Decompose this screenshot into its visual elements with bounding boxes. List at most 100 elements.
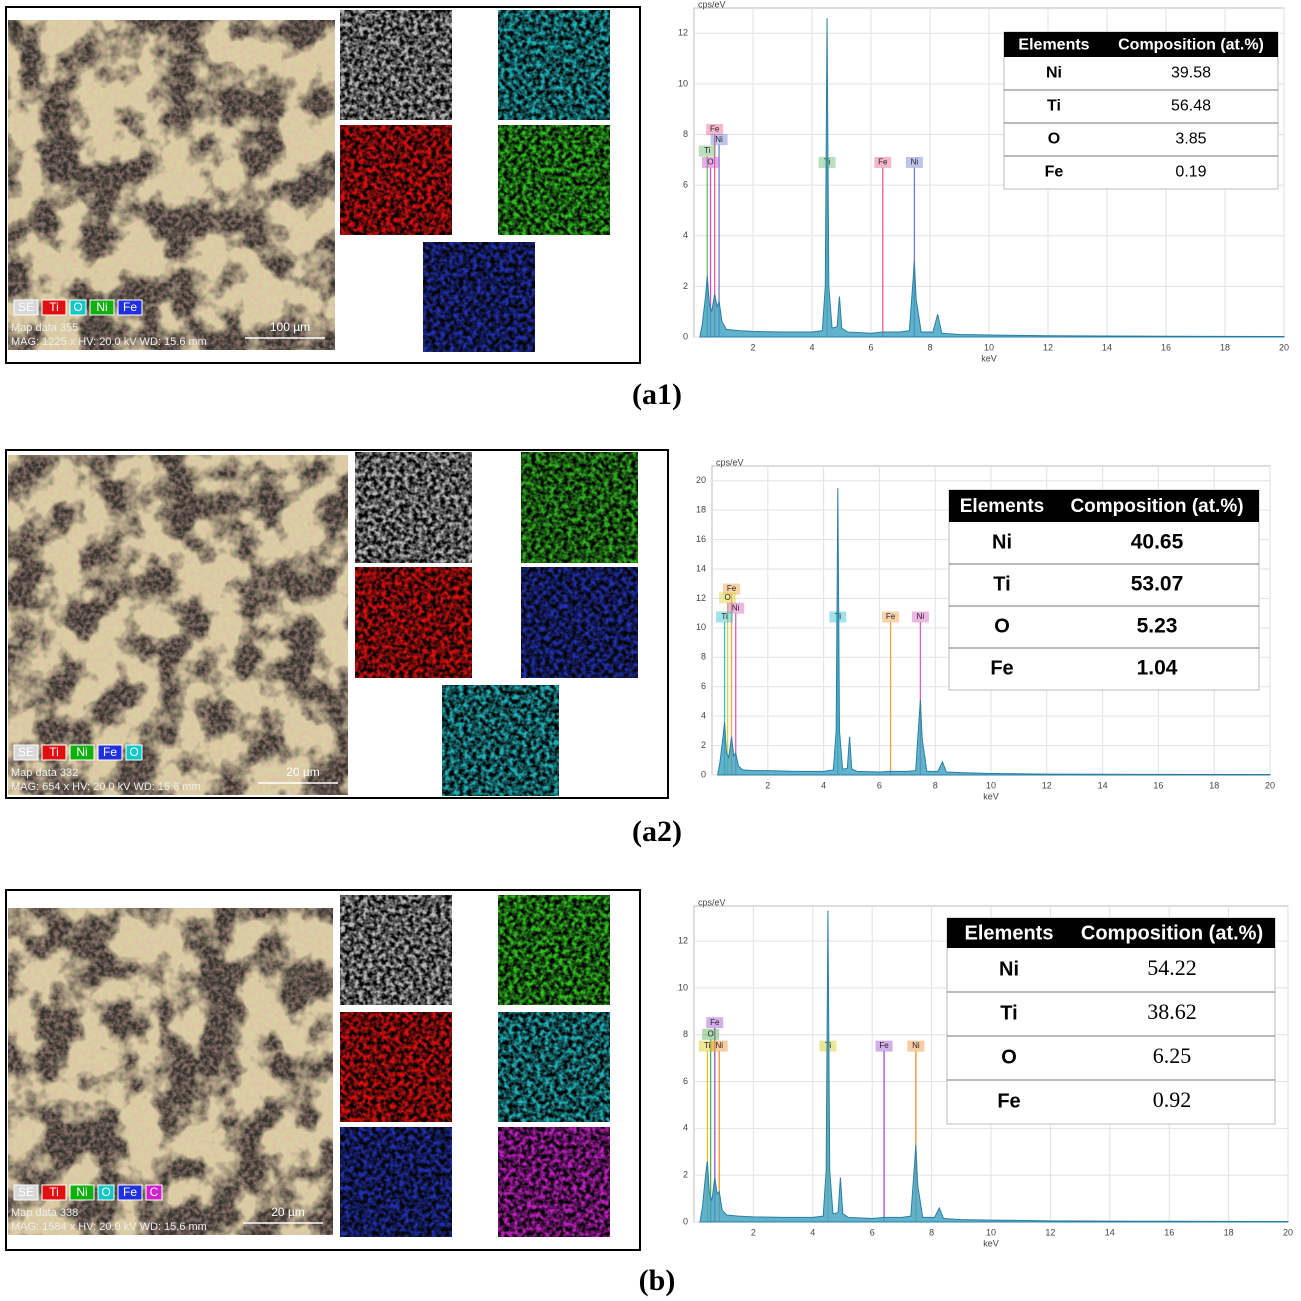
x-tick-label: 16 [1161,342,1171,352]
element-map-signal [521,567,638,678]
peak-label: Fe [710,125,720,134]
element-map-signal [340,1012,452,1122]
x-tick-label: 6 [877,780,882,790]
peak-label: Ti [721,612,728,621]
y-tick-label: 2 [701,740,706,750]
x-tick-label: 10 [986,780,996,790]
element-chip-label: Ti [49,300,59,314]
element-map-signal [498,10,610,120]
element-chip-label: O [101,1185,110,1199]
peak-label: O [725,593,731,602]
element-chip-label: SE [18,745,34,759]
peak-label: Ni [732,603,740,612]
element-chip-label: SE [18,1185,34,1199]
y-tick-label: 2 [683,281,688,291]
x-tick-label: 16 [1153,780,1163,790]
element-name: Ni [999,958,1019,980]
element-map-signal [340,10,452,120]
y-tick-label: 0 [683,331,688,341]
element-chip-label: Fe [123,1185,137,1199]
x-tick-label: 20 [1283,1227,1293,1237]
table-header: Elements [965,922,1054,944]
element-map-signal [355,567,472,678]
element-chip-label: Ti [49,745,59,759]
element-map-signal [498,1127,610,1237]
x-axis-label: keV [983,791,999,801]
element-map-signal [355,452,472,563]
table-header: Composition (at.%) [1081,922,1263,944]
y-tick-label: 12 [678,935,688,945]
x-axis-label: keV [981,353,997,363]
table-header: Composition (at.%) [1118,37,1264,54]
acquisition-settings: MAG: 654 x HV: 20.0 kV WD: 15.6 mm [11,781,201,793]
x-tick-label: 4 [810,1227,815,1237]
element-map-signal [498,125,610,235]
element-map-signal [521,452,638,563]
x-axis-label: keV [983,1238,999,1248]
y-tick-label: 8 [683,1029,688,1039]
y-tick-label: 6 [683,180,688,190]
map-name: Map data 332 [11,767,78,779]
peak-label: Fe [727,584,737,593]
acquisition-settings: MAG: 1584 x HV: 20.0 kV WD: 15.6 mm [11,1221,207,1233]
y-tick-label: 8 [701,652,706,662]
composition-value: 40.65 [1131,531,1184,554]
x-tick-label: 6 [870,1227,875,1237]
composition-value: 5.23 [1137,615,1178,638]
composition-value: 54.22 [1147,955,1197,980]
peak-label: Fe [878,158,888,167]
y-tick-label: 4 [701,711,706,721]
element-name: Fe [990,657,1013,679]
x-tick-label: 12 [1045,1227,1055,1237]
peak-label: Ti [704,146,711,155]
y-tick-label: 0 [683,1216,688,1226]
element-name: Fe [997,1090,1020,1112]
panel-label: (a1) [632,378,682,411]
sem-speckle [8,455,348,795]
element-name: O [994,615,1010,637]
composition-value: 39.58 [1171,65,1211,82]
x-tick-label: 2 [765,780,770,790]
x-tick-label: 18 [1220,342,1230,352]
page: SETiONiFeMap data 355MAG: 1225 x HV: 20.… [0,0,1301,1301]
peak-label: O [707,158,713,167]
composition-value: 0.92 [1153,1087,1192,1112]
element-chip-label: Fe [103,745,117,759]
element-map-signal [340,1127,452,1237]
x-tick-label: 6 [868,342,873,352]
peak-label: Ni [917,612,925,621]
figure: SETiONiFeMap data 355MAG: 1225 x HV: 20.… [0,0,1301,1301]
peak-label: Fe [879,1041,889,1050]
element-chip-label: O [73,300,82,314]
composition-value: 0.19 [1175,164,1206,181]
panel-label: (b) [639,1264,676,1297]
element-chip-label: SE [18,300,34,314]
element-map-signal [423,242,535,352]
composition-value: 6.25 [1153,1043,1192,1068]
y-tick-label: 2 [683,1170,688,1180]
y-tick-label: 8 [683,129,688,139]
x-tick-label: 18 [1224,1227,1234,1237]
map-name: Map data 338 [11,1207,78,1219]
scale-bar-label: 20 µm [271,1205,305,1219]
x-tick-label: 20 [1279,342,1289,352]
peak-label: Fe [710,1018,720,1027]
x-tick-label: 4 [809,342,814,352]
element-name: Fe [1045,164,1064,181]
scale-bar-label: 100 µm [270,320,310,334]
x-tick-label: 20 [1265,780,1275,790]
y-tick-label: 10 [678,982,688,992]
element-name: O [1048,131,1060,148]
element-name: Ni [1046,65,1062,82]
element-chip-label: Ni [76,745,87,759]
element-map-signal [340,125,452,235]
element-chip-label: Ti [49,1185,59,1199]
element-map-signal [442,685,559,796]
y-tick-label: 4 [683,230,688,240]
composition-value: 53.07 [1131,573,1184,596]
composition-value: 56.48 [1171,98,1211,115]
y-tick-label: 10 [678,78,688,88]
y-tick-label: 6 [683,1076,688,1086]
y-tick-label: 20 [696,475,706,485]
element-chip-label: C [150,1185,159,1199]
